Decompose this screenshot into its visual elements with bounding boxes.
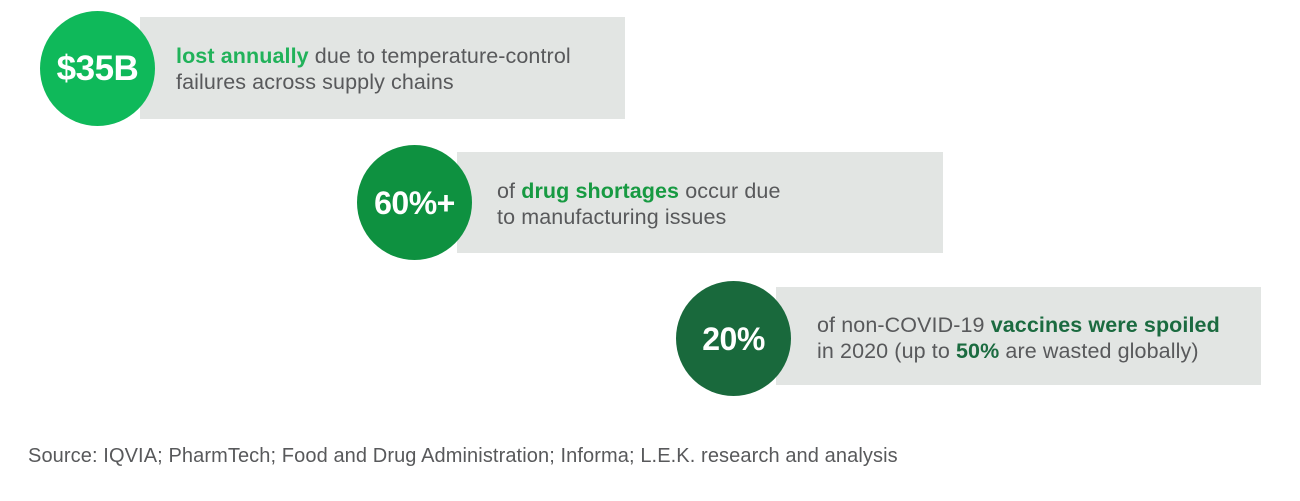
stat-highlight-3b: 50% [955,339,1000,363]
stat-bar-3 [776,287,1261,385]
stat-text-2-line-1: of drug shortages occur due [497,178,781,204]
stat-circle-value-2: 60%+ [374,184,455,221]
stat-text-3-line-2-rest: are wasted globally) [999,339,1199,363]
stat-circle-2: 60%+ [357,145,472,260]
stat-circle-1: $35B [40,11,155,126]
stat-text-2-line-2: to manufacturing issues [497,205,727,229]
source-note: Source: IQVIA; PharmTech; Food and Drug … [28,445,898,467]
stat-text-3: of non-COVID-19 vaccines were spoiled in… [817,312,1220,364]
stat-text-1-line-2: failures across supply chains [176,70,454,94]
stat-highlight-3a: vaccines were spoiled [990,313,1220,337]
stat-text-3-line-2-prefix: in 2020 (up to [817,339,956,363]
stat-highlight-1: lost annually [176,44,309,68]
stat-text-3-line-2: in 2020 (up to 50% are wasted globally) [817,338,1220,364]
stat-text-2-line-1-prefix: of [497,179,522,203]
stat-text-2-line-1-rest: occur due [679,179,781,203]
stat-text-1-line-1: lost annually due to temperature-control [176,43,571,69]
stat-bar-2 [457,152,943,253]
stat-text-3-line-1: of non-COVID-19 vaccines were spoiled [817,312,1220,338]
stat-highlight-2: drug shortages [521,179,680,203]
stat-text-2: of drug shortages occur due to manufactu… [497,178,781,230]
stat-bar-1 [140,17,625,119]
stat-text-1-line-1-rest: due to temperature-control [308,44,571,68]
stat-text-3-line-1-prefix: of non-COVID-19 [817,313,991,337]
stat-circle-value-1: $35B [56,49,139,88]
stat-circle-3: 20% [676,281,791,396]
stat-text-1: lost annually due to temperature-control… [176,43,571,95]
stat-circle-value-3: 20% [702,320,765,357]
